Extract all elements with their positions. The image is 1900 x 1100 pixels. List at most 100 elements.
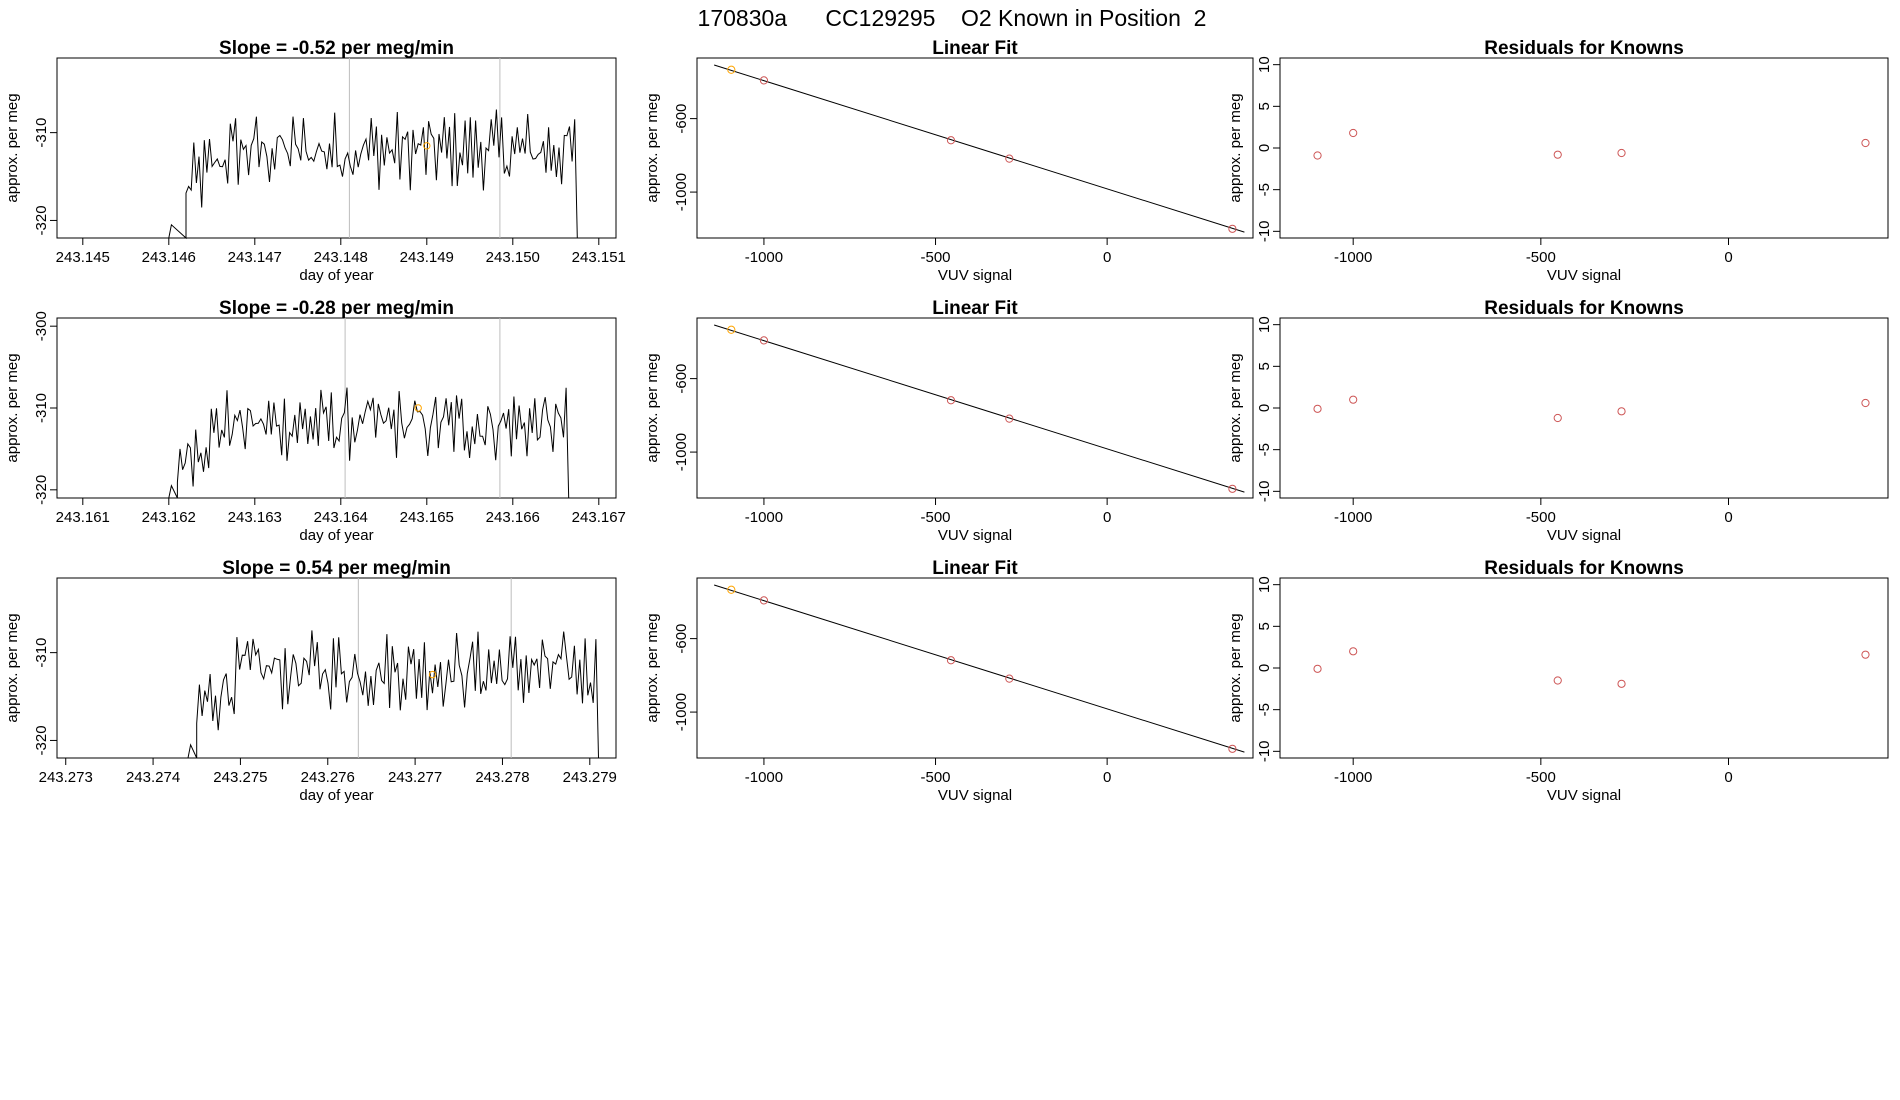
y-tick-label: -10	[1256, 480, 1273, 502]
y-tick-label: -600	[673, 624, 690, 654]
data-point	[946, 396, 956, 405]
y-tick-label: 0	[1256, 144, 1273, 152]
data-point	[1005, 674, 1014, 683]
y-tick-label: -300	[33, 311, 50, 341]
x-tick-label: 243.274	[126, 769, 180, 786]
panel-title: Slope = 0.54 per meg/min	[222, 558, 451, 579]
x-tick-label: 243.279	[563, 769, 617, 786]
x-tick-label: -500	[921, 249, 951, 266]
plot-frame	[56, 577, 617, 759]
plot-frame	[696, 57, 1254, 239]
x-axis-label: VUV signal	[938, 787, 1012, 804]
x-tick-label: 243.278	[475, 769, 529, 786]
panel-title: Slope = -0.52 per meg/min	[219, 38, 454, 59]
y-axis-label: approx. per meg	[4, 613, 21, 722]
x-tick-label: 243.162	[142, 509, 196, 526]
x-axis-label: VUV signal	[938, 267, 1012, 284]
x-tick-label: 243.147	[228, 249, 282, 266]
y-tick-label: -310	[33, 118, 50, 148]
x-axis-label: VUV signal	[1547, 267, 1621, 284]
panel-1-1: Slope = -0.52 per meg/min 243.145 243.146 2…	[4, 38, 626, 284]
x-tick-label: 0	[1103, 509, 1111, 526]
y-axis-label: approx. per meg	[644, 613, 661, 722]
y-tick-label: -320	[33, 475, 50, 505]
x-tick-label: 243.277	[388, 769, 442, 786]
plot-frame	[1279, 317, 1889, 499]
data-point	[1313, 664, 1322, 673]
x-tick-label: 243.150	[486, 249, 540, 266]
panel-title: Linear Fit	[932, 298, 1018, 319]
x-tick-label: -500	[1526, 249, 1556, 266]
y-tick-label: -320	[33, 725, 50, 755]
y-tick-label: 10	[1256, 56, 1273, 73]
x-tick-label: 243.146	[142, 249, 196, 266]
panel-title: Residuals for Knowns	[1484, 298, 1684, 319]
data-trace	[57, 109, 578, 240]
panel-title: Linear Fit	[932, 38, 1018, 59]
data-point	[1005, 414, 1014, 423]
data-point	[1617, 148, 1626, 158]
data-point	[727, 65, 736, 74]
y-axis-label: approx. per meg	[1227, 613, 1244, 722]
x-tick-label: -1000	[745, 249, 783, 266]
x-axis-label: day of year	[299, 267, 373, 284]
y-tick-label: 10	[1256, 316, 1273, 333]
panel-title: Slope = -0.28 per meg/min	[219, 298, 454, 319]
data-point	[946, 136, 956, 145]
data-point	[1228, 484, 1237, 493]
y-tick-label: 5	[1256, 102, 1273, 110]
data-point	[727, 325, 736, 334]
panel-2-3: Residuals for Knowns -1000 -500 0 10 5 0 -5 -10 V…	[1227, 298, 1889, 544]
panel-title: Linear Fit	[932, 558, 1018, 579]
panel-2-2: Linear Fit -1000 -500 0 -600 -1000 VUV signal a…	[644, 298, 1254, 544]
data-point	[1553, 150, 1562, 159]
x-axis-label: VUV signal	[938, 527, 1012, 544]
y-axis-label: approx. per meg	[4, 93, 21, 202]
x-tick-label: -500	[1526, 509, 1556, 526]
y-tick-label: -10	[1256, 740, 1273, 762]
fit-line	[714, 584, 1245, 753]
x-tick-label: 243.166	[486, 509, 540, 526]
y-tick-label: -320	[33, 205, 50, 235]
y-tick-label: 5	[1256, 622, 1273, 630]
highlight-point	[428, 670, 437, 679]
plot-frame	[696, 317, 1254, 499]
y-axis-label: approx. per meg	[1227, 93, 1244, 202]
data-point	[1553, 413, 1562, 423]
fit-line	[714, 324, 1245, 493]
x-tick-label: -500	[1526, 769, 1556, 786]
highlight-point	[414, 404, 422, 412]
data-point	[759, 596, 769, 605]
x-axis-label: VUV signal	[1547, 787, 1621, 804]
x-tick-label: -1000	[745, 769, 783, 786]
data-point	[1228, 744, 1237, 753]
data-point	[1861, 650, 1870, 659]
y-axis-label: approx. per meg	[4, 353, 21, 462]
y-tick-label: -1000	[673, 173, 690, 211]
panel-title: Residuals for Knowns	[1484, 558, 1684, 579]
x-tick-label: 243.276	[301, 769, 355, 786]
x-axis-label: VUV signal	[1547, 527, 1621, 544]
x-axis-label: day of year	[299, 787, 373, 804]
data-trace	[57, 387, 570, 499]
y-axis-label: approx. per meg	[1227, 353, 1244, 462]
x-tick-label: -1000	[1334, 769, 1372, 786]
data-point	[1349, 395, 1358, 404]
fit-line	[714, 64, 1245, 233]
data-point	[759, 336, 769, 345]
data-trace	[57, 630, 599, 759]
x-tick-label: 243.163	[228, 509, 282, 526]
y-axis-label: approx. per meg	[644, 93, 661, 202]
x-tick-label: 243.149	[400, 249, 454, 266]
x-tick-label: 243.161	[56, 509, 110, 526]
x-tick-label: 243.145	[56, 249, 110, 266]
x-tick-label: 243.275	[213, 769, 267, 786]
panel-3-3: Residuals for Knowns -1000 -500 0 10 5 0 -5 -10 V…	[1227, 558, 1889, 804]
plot-frame	[1279, 577, 1889, 759]
highlight-point	[423, 142, 431, 150]
data-point	[1349, 128, 1358, 138]
data-point	[1861, 398, 1870, 408]
y-tick-label: -1000	[673, 433, 690, 471]
panel-3-1: Slope = 0.54 per meg/min 243.273 243.274 24…	[4, 558, 617, 804]
plot-frame	[56, 57, 617, 239]
